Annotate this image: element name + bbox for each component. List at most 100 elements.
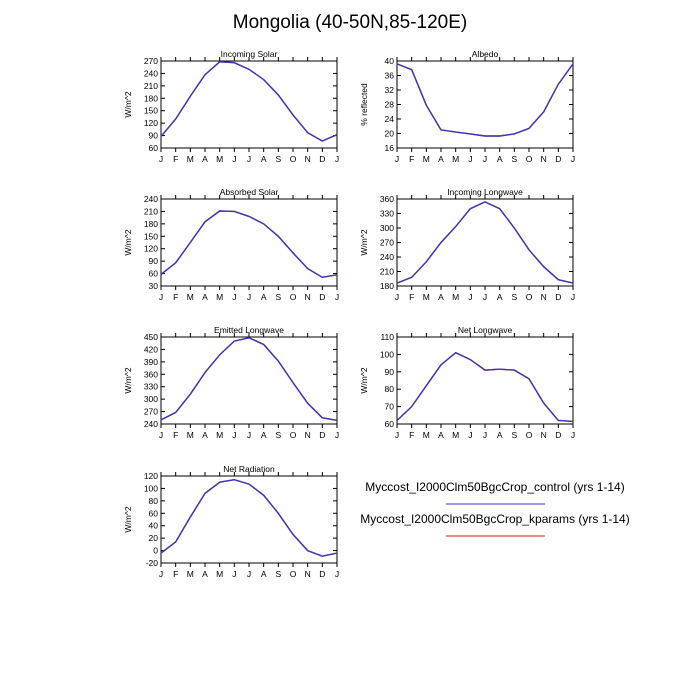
x-tick-label: A	[202, 292, 208, 302]
x-tick-label: J	[232, 430, 236, 440]
x-tick-label: D	[555, 292, 561, 302]
panel-title: Net Longwave	[458, 325, 513, 335]
x-tick-label: F	[409, 292, 414, 302]
x-tick-label: D	[319, 569, 325, 579]
x-tick-label: J	[247, 430, 251, 440]
x-tick-label: S	[511, 292, 517, 302]
panel-0: Incoming Solar W/m^2 60 90 120 150 180 210 240 27…	[123, 49, 339, 164]
x-tick-label: D	[319, 430, 325, 440]
y-axis-label: W/m^2	[123, 229, 133, 255]
x-tick-label: N	[305, 154, 311, 164]
x-tick-label: M	[423, 292, 430, 302]
y-tick-label: 90	[149, 256, 159, 266]
x-tick-label: A	[261, 292, 267, 302]
x-tick-label: J	[571, 292, 575, 302]
y-tick-label: 240	[144, 194, 158, 204]
y-tick-label: 60	[149, 143, 159, 153]
x-tick-label: M	[216, 569, 223, 579]
x-tick-label: S	[275, 292, 281, 302]
x-tick-label: M	[187, 569, 194, 579]
y-tick-label: 360	[380, 194, 394, 204]
y-tick-label: 20	[385, 129, 395, 139]
x-tick-label: A	[202, 569, 208, 579]
x-tick-label: F	[173, 430, 178, 440]
series-line-control	[160, 61, 338, 142]
plot-frame	[160, 475, 338, 564]
y-tick-label: 180	[144, 93, 158, 103]
x-tick-label: A	[202, 430, 208, 440]
series-line-control	[160, 478, 338, 557]
panel-4: Emitted Longwave W/m^2 240 270 300 330 360 390 4…	[123, 325, 339, 440]
y-tick-label: 210	[144, 206, 158, 216]
x-tick-label: A	[497, 154, 503, 164]
x-tick-label: J	[483, 292, 487, 302]
x-tick-label: S	[275, 430, 281, 440]
plot-frame	[396, 60, 574, 149]
y-tick-label: 240	[144, 419, 158, 429]
x-tick-label: J	[335, 292, 339, 302]
series-line-kparams	[396, 201, 574, 284]
y-tick-label: 80	[149, 496, 159, 506]
x-tick-label: A	[497, 292, 503, 302]
y-tick-label: 24	[385, 114, 395, 124]
y-tick-label: 150	[144, 231, 158, 241]
x-tick-label: F	[173, 569, 178, 579]
x-tick-label: A	[438, 292, 444, 302]
y-axis-label: W/m^2	[359, 229, 369, 255]
x-tick-label: M	[452, 430, 459, 440]
panel-title: Net Radiation	[223, 464, 275, 474]
x-tick-label: J	[335, 154, 339, 164]
x-tick-label: J	[247, 154, 251, 164]
panel-title: Emitted Longwave	[214, 325, 284, 335]
y-tick-label: 90	[385, 367, 395, 377]
y-tick-label: 270	[144, 56, 158, 66]
x-tick-label: N	[541, 292, 547, 302]
y-tick-label: 100	[144, 483, 158, 493]
x-tick-label: J	[468, 154, 472, 164]
x-tick-label: A	[438, 154, 444, 164]
y-tick-label: 150	[144, 106, 158, 116]
panel-3: Incoming Longwave W/m^2 180 210 240 270 300 330…	[359, 187, 575, 302]
panel-title: Absorbed Solar	[220, 187, 279, 197]
y-tick-label: 36	[385, 71, 395, 81]
x-tick-label: J	[247, 569, 251, 579]
x-tick-label: O	[526, 154, 533, 164]
y-tick-label: 28	[385, 100, 395, 110]
y-tick-label: -20	[146, 558, 159, 568]
x-tick-label: F	[173, 154, 178, 164]
x-tick-label: N	[541, 154, 547, 164]
y-tick-label: 60	[149, 269, 159, 279]
x-tick-label: J	[395, 430, 399, 440]
plot-frame	[396, 336, 574, 425]
plot-frame	[160, 198, 338, 287]
y-tick-label: 450	[144, 332, 158, 342]
y-tick-label: 30	[149, 281, 159, 291]
y-tick-label: 180	[144, 219, 158, 229]
y-tick-label: 90	[149, 131, 159, 141]
series-line-kparams	[160, 337, 338, 421]
x-tick-label: M	[216, 430, 223, 440]
x-tick-label: A	[261, 154, 267, 164]
x-tick-label: S	[275, 154, 281, 164]
x-tick-label: A	[438, 430, 444, 440]
x-tick-label: D	[319, 292, 325, 302]
x-tick-label: A	[497, 430, 503, 440]
series-line-kparams	[160, 478, 338, 557]
y-tick-label: 300	[380, 223, 394, 233]
y-tick-label: 240	[380, 252, 394, 262]
y-tick-label: 330	[380, 209, 394, 219]
series-line-kparams	[396, 351, 574, 423]
y-tick-label: 120	[144, 244, 158, 254]
x-tick-label: J	[468, 292, 472, 302]
legend: Myccost_I2000Clm50BgcCrop_control (yrs 1…	[360, 480, 630, 537]
x-tick-label: O	[290, 292, 297, 302]
x-tick-label: O	[526, 430, 533, 440]
figure-title: Mongolia (40-50N,85-120E)	[232, 12, 468, 33]
x-tick-label: F	[409, 154, 414, 164]
x-tick-label: D	[319, 154, 325, 164]
y-tick-label: 120	[144, 118, 158, 128]
x-tick-label: S	[511, 430, 517, 440]
